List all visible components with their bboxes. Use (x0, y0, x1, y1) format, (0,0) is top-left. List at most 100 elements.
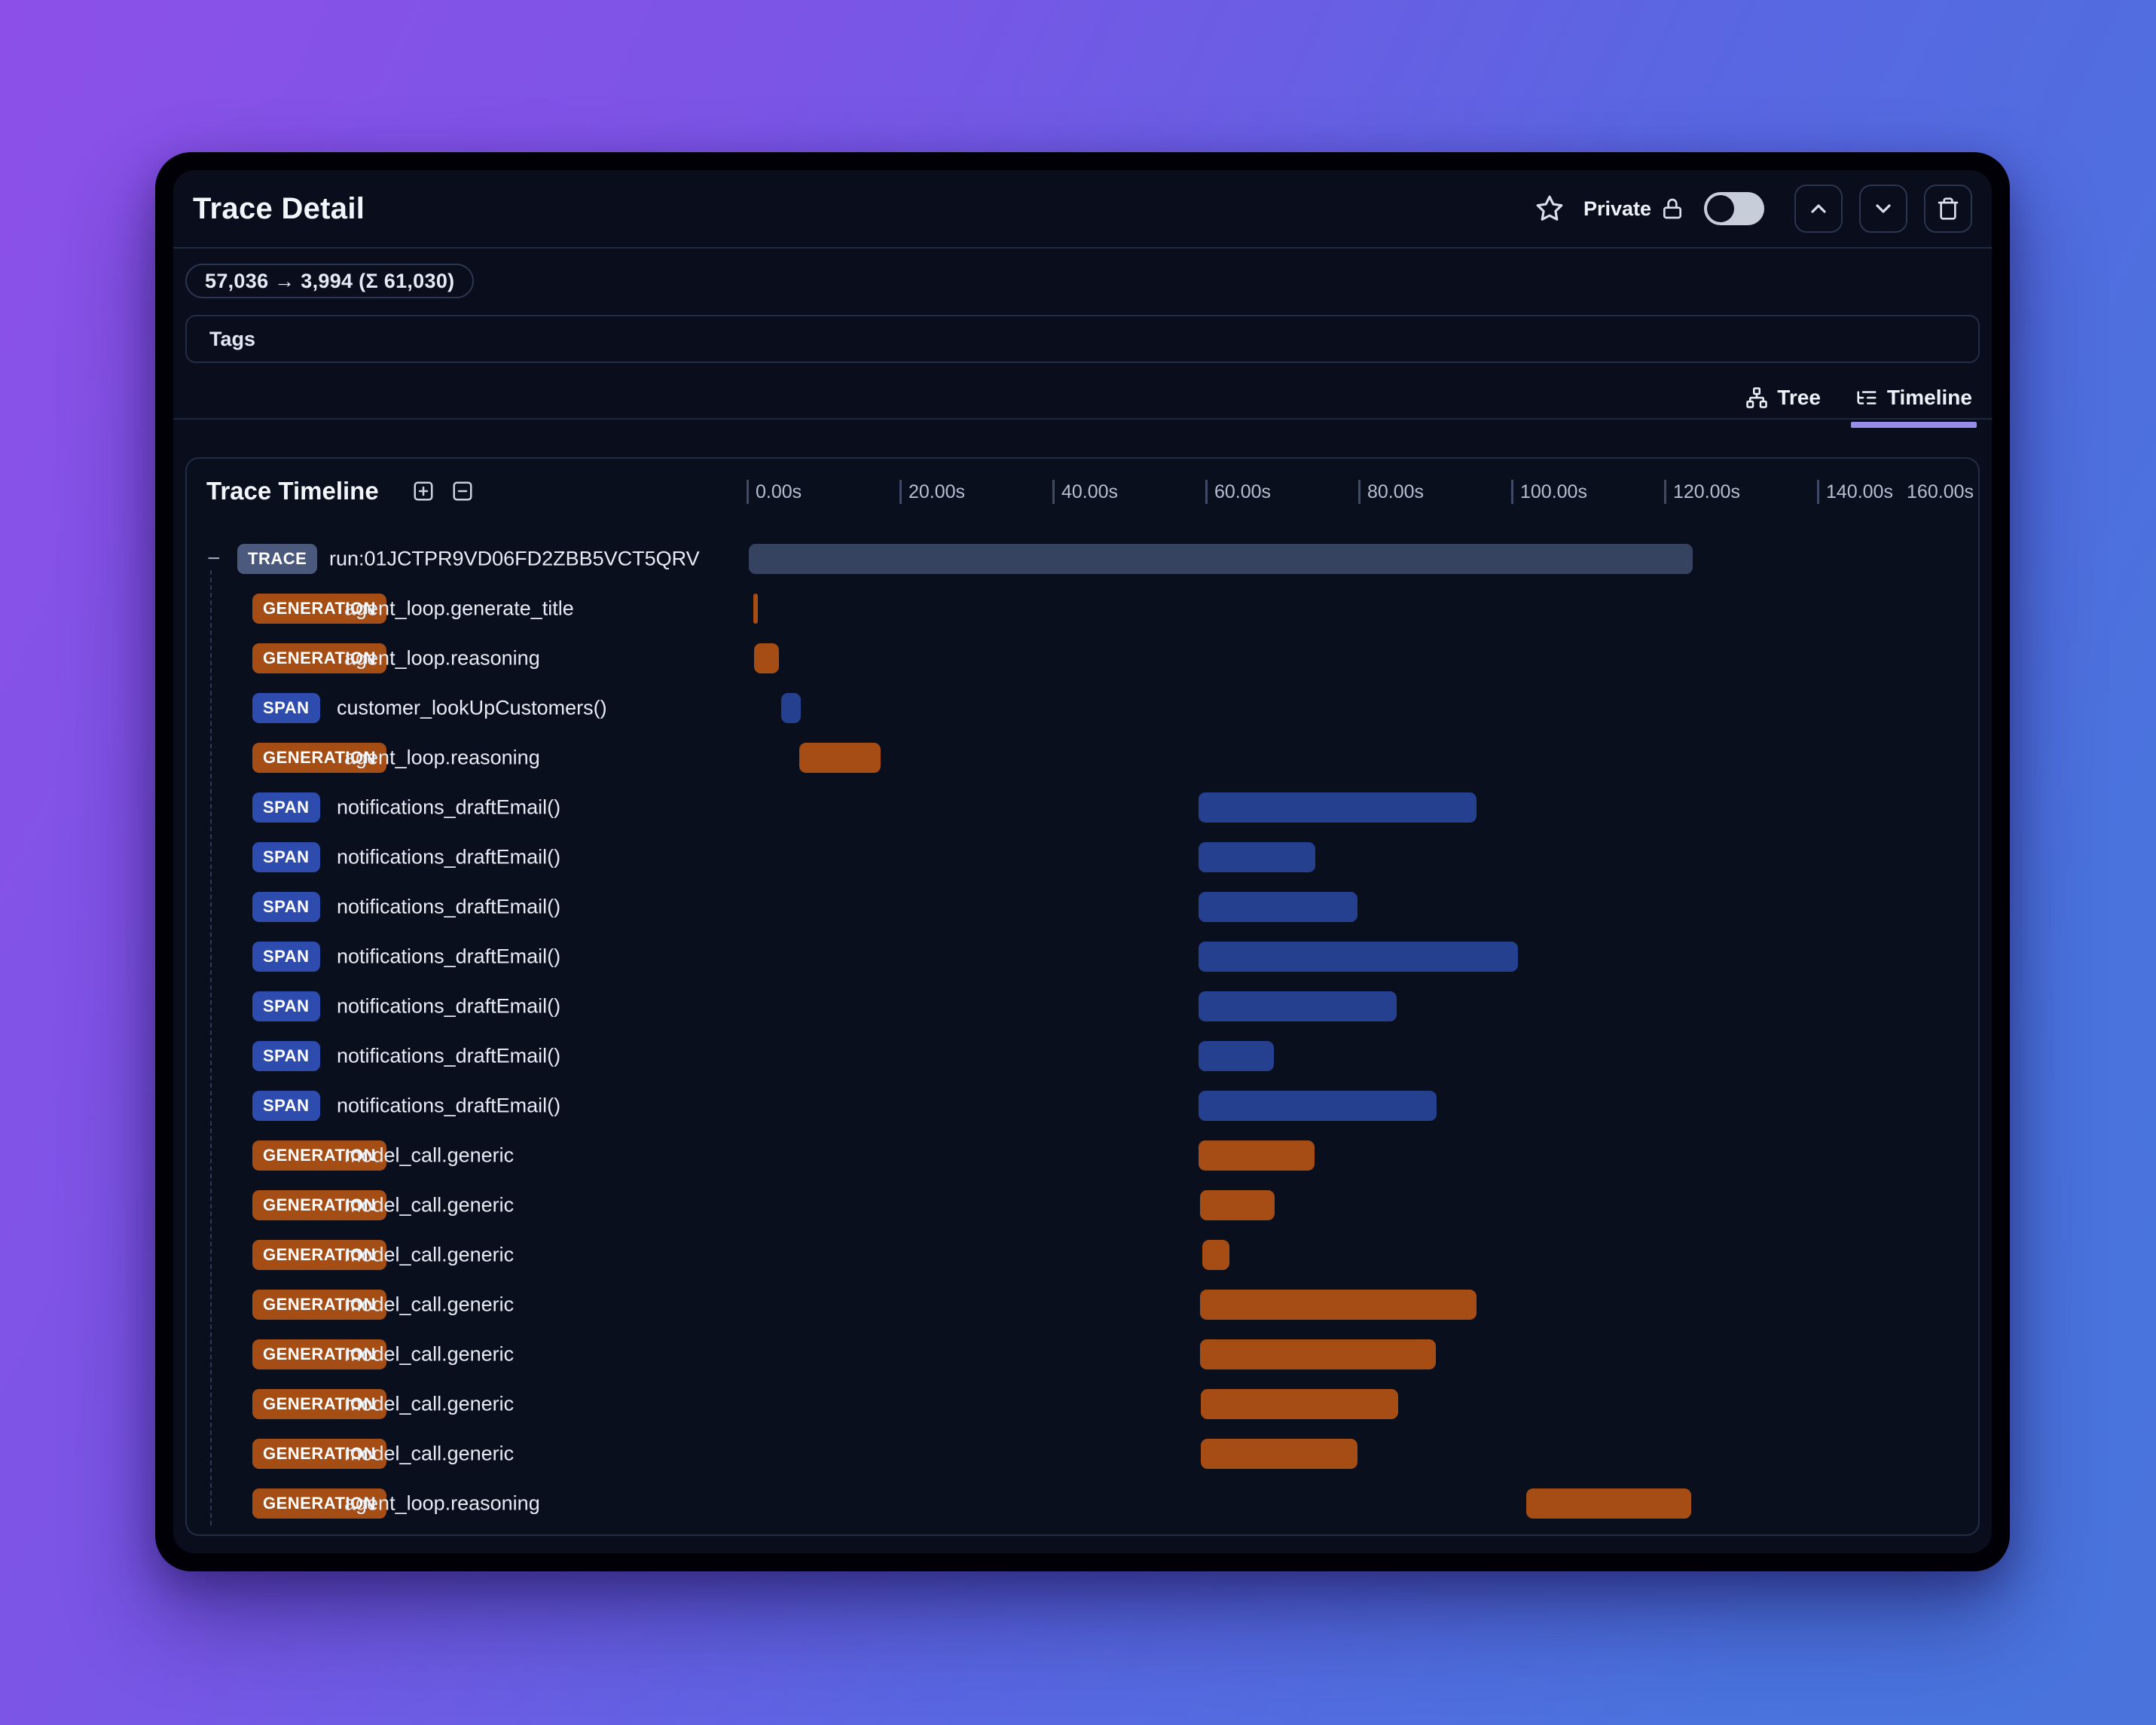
axis-tick-label: 120.00s (1673, 481, 1740, 502)
axis-tick-label: 0.00s (756, 481, 802, 502)
timeline-bar[interactable] (1198, 1041, 1275, 1071)
observation-type-badge: GENERATION (252, 643, 387, 673)
timeline-row[interactable]: SPAN notifications_draftEmail() (187, 882, 1978, 932)
timeline-bar[interactable] (1198, 942, 1519, 972)
timeline-row[interactable]: GENERATION agent_loop.reasoning (187, 733, 1978, 783)
window-content: Trace Detail Private (173, 170, 1992, 1553)
timeline-bar[interactable] (1198, 892, 1357, 922)
observation-name: notifications_draftEmail() (337, 945, 561, 968)
observation-name: model_call.generic (344, 1143, 515, 1167)
timeline-bar[interactable] (1198, 792, 1477, 823)
axis-tick (1358, 480, 1360, 504)
timeline-row[interactable]: SPAN notifications_draftEmail() (187, 832, 1978, 882)
delete-button[interactable] (1924, 185, 1972, 233)
timeline-bar[interactable] (1526, 1488, 1691, 1519)
observation-type-badge: SPAN (252, 693, 320, 723)
observation-type-badge: GENERATION (252, 743, 387, 773)
collapse-down-button[interactable] (1859, 185, 1907, 233)
timeline-bar[interactable] (1198, 1091, 1437, 1121)
timeline-bar[interactable] (749, 544, 1693, 574)
tab-timeline[interactable]: Timeline (1850, 378, 1977, 428)
timeline-row[interactable]: SPAN notifications_draftEmail() (187, 1081, 1978, 1131)
timeline-row[interactable]: SPAN notifications_draftEmail() (187, 783, 1978, 832)
axis-tick (1205, 480, 1208, 504)
tags-label: Tags (209, 327, 256, 350)
timeline-bar[interactable] (1199, 1339, 1436, 1369)
page-title: Trace Detail (193, 191, 365, 225)
observation-name: notifications_draftEmail() (337, 845, 561, 869)
tab-tree[interactable]: Tree (1745, 378, 1821, 417)
timeline-bar[interactable] (780, 693, 802, 723)
timeline-bar[interactable] (1200, 1389, 1398, 1419)
observation-name: model_call.generic (344, 1293, 515, 1316)
tree-icon (1745, 386, 1768, 409)
timeline-row[interactable]: SPAN customer_lookUpCustomers() (187, 683, 1978, 733)
observation-name: notifications_draftEmail() (337, 895, 561, 918)
observation-name: agent_loop.reasoning (344, 646, 540, 670)
star-icon[interactable] (1535, 194, 1564, 223)
observation-name: model_call.generic (344, 1442, 515, 1465)
timeline-row[interactable]: SPAN notifications_draftEmail() (187, 932, 1978, 982)
axis-tick (1052, 480, 1055, 504)
timeline-row[interactable]: − TRACE run:01JCTPR9VD06FD2ZBB5VCT5QRV (187, 534, 1978, 584)
collapse-up-button[interactable] (1794, 185, 1843, 233)
tree-indent-guide (210, 570, 212, 1525)
timeline-row[interactable]: GENERATION model_call.generic (187, 1330, 1978, 1379)
lock-icon (1660, 197, 1684, 221)
observation-name: agent_loop.reasoning (344, 746, 540, 769)
timeline-row[interactable]: SPAN notifications_draftEmail() (187, 982, 1978, 1031)
observation-type-badge: GENERATION (252, 1439, 387, 1469)
timeline-bar[interactable] (1202, 1240, 1230, 1270)
timeline-row[interactable]: GENERATION model_call.generic (187, 1180, 1978, 1230)
observation-type-badge: SPAN (252, 991, 320, 1021)
timeline-row[interactable]: GENERATION model_call.generic (187, 1429, 1978, 1479)
timeline-row[interactable]: GENERATION model_call.generic (187, 1379, 1978, 1429)
timeline-bar[interactable] (1199, 1190, 1275, 1220)
collapse-all-button[interactable] (451, 480, 474, 502)
timeline-bar[interactable] (754, 643, 779, 673)
token-usage-badge[interactable]: 57,036 → 3,994 (Σ 61,030) (185, 264, 475, 298)
timeline-row[interactable]: SPAN notifications_draftEmail() (187, 1031, 1978, 1081)
timeline-row[interactable]: GENERATION model_call.generic (187, 1131, 1978, 1180)
timeline-bar[interactable] (1198, 991, 1397, 1021)
collapse-row-icon[interactable]: − (207, 546, 221, 571)
expand-all-button[interactable] (412, 480, 435, 502)
trash-icon (1936, 197, 1960, 221)
observation-name: model_call.generic (344, 1342, 515, 1366)
chevron-down-icon (1871, 197, 1895, 221)
timeline-row[interactable]: GENERATION agent_loop.reasoning (187, 1479, 1978, 1528)
chevron-up-icon (1806, 197, 1831, 221)
toggle-knob (1707, 195, 1734, 222)
header: Trace Detail Private (173, 170, 1992, 247)
tags-input[interactable]: Tags (185, 315, 1980, 363)
timeline-bar[interactable] (1200, 1439, 1357, 1469)
observation-type-badge: SPAN (252, 942, 320, 972)
observation-type-badge: SPAN (252, 892, 320, 922)
timeline-row[interactable]: GENERATION agent_loop.reasoning (187, 634, 1978, 683)
timeline-icon (1855, 386, 1878, 409)
timeline-bar[interactable] (1198, 1140, 1315, 1171)
view-tabs: Tree Timeline (1745, 378, 1977, 428)
timeline-bar[interactable] (753, 594, 759, 624)
timeline-row[interactable]: GENERATION agent_loop.generate_title (187, 584, 1978, 634)
observation-name: notifications_draftEmail() (337, 994, 561, 1018)
observation-type-badge: GENERATION (252, 1339, 387, 1369)
observation-name: notifications_draftEmail() (337, 1094, 561, 1117)
axis-tick-label: 160.00s (1907, 481, 1974, 502)
observation-type-badge: GENERATION (252, 1240, 387, 1270)
timeline-bar[interactable] (1198, 842, 1316, 872)
privacy-toggle[interactable] (1704, 192, 1764, 225)
timeline-row[interactable]: GENERATION model_call.generic (187, 1280, 1978, 1330)
axis-tick (899, 480, 902, 504)
observation-name: agent_loop.reasoning (344, 1491, 540, 1515)
observation-type-badge: SPAN (252, 792, 320, 823)
timeline-bar[interactable] (799, 743, 881, 773)
observation-name: notifications_draftEmail() (337, 795, 561, 819)
timeline-bar[interactable] (1199, 1290, 1477, 1320)
observation-type-badge: GENERATION (252, 1190, 387, 1220)
timeline-row[interactable]: GENERATION model_call.generic (187, 1230, 1978, 1280)
observation-type-badge: GENERATION (252, 1488, 387, 1519)
observation-name: model_call.generic (344, 1243, 515, 1266)
header-actions: Private (1535, 185, 1972, 233)
privacy-control: Private (1583, 197, 1684, 221)
